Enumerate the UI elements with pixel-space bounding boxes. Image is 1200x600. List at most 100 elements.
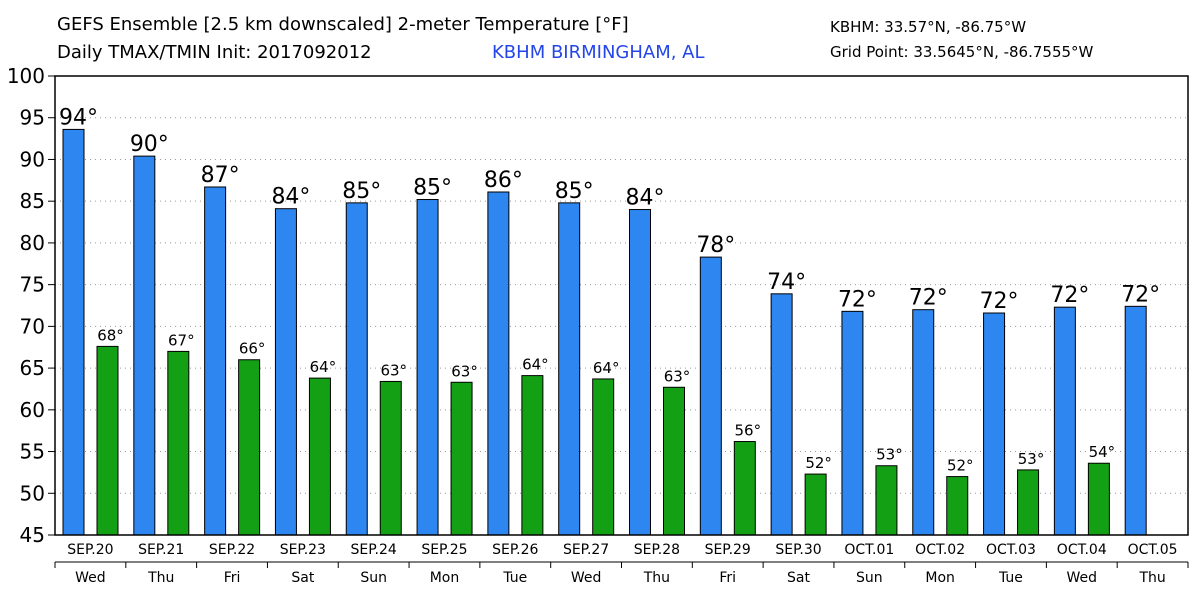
- tmin-value-label: 64°: [522, 356, 549, 374]
- weekday-label: Fri: [719, 570, 736, 586]
- weekday-label: Tue: [502, 570, 527, 586]
- y-tick-label: 45: [20, 523, 45, 547]
- tmax-bar: [204, 186, 227, 536]
- y-tick-label: 50: [20, 481, 45, 505]
- date-label: SEP.22: [209, 542, 255, 558]
- tmax-value-label: 85°: [555, 179, 594, 204]
- weekday-label: Thu: [147, 570, 174, 586]
- date-label: OCT.03: [986, 542, 1036, 558]
- tmin-bar: [804, 473, 827, 536]
- tmax-value-label: 72°: [1050, 283, 1089, 308]
- tmax-bar: [62, 128, 85, 536]
- date-label: SEP.28: [634, 542, 680, 558]
- weekday-label: Wed: [571, 570, 602, 586]
- tmax-value-label: 87°: [201, 163, 240, 188]
- tmin-bar: [521, 375, 544, 536]
- weekday-label: Wed: [75, 570, 106, 586]
- date-label: SEP.26: [492, 542, 538, 558]
- weekday-label: Thu: [643, 570, 670, 586]
- y-tick-label: 65: [20, 356, 45, 380]
- location-label: KBHM BIRMINGHAM, AL: [492, 42, 705, 63]
- weekday-label: Thu: [1138, 570, 1165, 586]
- date-label: OCT.02: [915, 542, 965, 558]
- tmax-bar: [274, 208, 297, 536]
- tmin-value-label: 56°: [735, 422, 762, 440]
- y-tick-label: 100: [7, 64, 45, 88]
- tmin-value-label: 53°: [1018, 450, 1045, 468]
- y-tick-label: 75: [20, 273, 45, 297]
- tmin-value-label: 63°: [380, 361, 407, 379]
- tmax-bar: [487, 191, 510, 536]
- tmin-value-label: 68°: [97, 326, 124, 344]
- y-tick-label: 85: [20, 189, 45, 213]
- tmax-value-label: 72°: [838, 287, 877, 312]
- tmax-bar: [558, 202, 581, 536]
- tmax-value-label: 78°: [696, 233, 735, 258]
- tmin-value-label: 67°: [168, 331, 195, 349]
- tmin-bar: [663, 386, 685, 536]
- date-label: SEP.24: [351, 542, 397, 558]
- tmin-bar: [1017, 469, 1040, 536]
- tmax-value-label: 90°: [130, 132, 169, 157]
- weekday-label: Fri: [224, 570, 241, 586]
- date-label: SEP.23: [280, 542, 326, 558]
- tmin-value-label: 52°: [947, 457, 974, 475]
- date-label: SEP.20: [67, 542, 113, 558]
- tmin-bar: [238, 359, 261, 536]
- y-tick-label: 70: [20, 314, 45, 338]
- grid-point-coordinates: Grid Point: 33.5645°N, -86.7555°W: [830, 43, 1094, 61]
- y-tick-label: 55: [20, 440, 45, 464]
- plot-frame: [54, 75, 1189, 536]
- date-label: SEP.29: [705, 542, 751, 558]
- tmin-value-label: 63°: [664, 367, 691, 385]
- chart-title: GEFS Ensemble [2.5 km downscaled] 2-mete…: [57, 14, 629, 35]
- tmin-value-label: 53°: [876, 446, 903, 464]
- tmin-bar: [733, 441, 756, 536]
- date-label: SEP.25: [421, 542, 467, 558]
- weekday-label: Sun: [360, 570, 387, 586]
- y-tick-label: 95: [20, 106, 45, 130]
- tmax-value-label: 85°: [342, 179, 381, 204]
- tmax-bar: [699, 256, 722, 536]
- weekday-label: Sun: [856, 570, 883, 586]
- weekday-label: Mon: [430, 570, 460, 586]
- tmax-bar: [983, 312, 1006, 536]
- tmin-bar: [1087, 462, 1110, 536]
- tmin-value-label: 63°: [451, 362, 478, 380]
- tmin-bar: [308, 377, 331, 536]
- tmin-bar: [379, 380, 402, 536]
- y-tick-label: 60: [20, 398, 45, 422]
- tmin-bar: [875, 465, 898, 536]
- tmax-bar: [629, 209, 651, 536]
- date-label: OCT.01: [844, 542, 894, 558]
- tmax-value-label: 84°: [271, 185, 310, 210]
- tmin-bar: [167, 350, 190, 536]
- tmax-value-label: 84°: [626, 186, 665, 211]
- date-label: SEP.30: [775, 542, 821, 558]
- weekday-label: Tue: [998, 570, 1023, 586]
- y-tick-label: 90: [20, 147, 45, 171]
- tmax-value-label: 86°: [484, 168, 523, 193]
- tmax-bar: [1124, 305, 1147, 536]
- date-label: SEP.27: [563, 542, 609, 558]
- tmax-bar: [416, 199, 439, 536]
- tmin-value-label: 52°: [805, 454, 832, 472]
- date-label: OCT.05: [1128, 542, 1178, 558]
- tmax-value-label: 72°: [909, 286, 948, 311]
- tmin-bar: [450, 381, 473, 536]
- tmin-value-label: 66°: [239, 340, 266, 358]
- tmax-bar: [345, 202, 368, 536]
- tmax-bar: [841, 310, 864, 536]
- weekday-label: Wed: [1067, 570, 1098, 586]
- y-tick-label: 80: [20, 231, 45, 255]
- tmin-bar: [946, 476, 969, 536]
- weekday-label: Sat: [291, 570, 314, 586]
- tmin-value-label: 64°: [310, 358, 337, 376]
- weekday-label: Sat: [787, 570, 810, 586]
- tmin-value-label: 54°: [1089, 443, 1116, 461]
- tmax-value-label: 94°: [59, 105, 98, 130]
- date-label: OCT.04: [1057, 542, 1107, 558]
- tmin-value-label: 64°: [593, 359, 620, 377]
- tmin-bar: [592, 378, 615, 536]
